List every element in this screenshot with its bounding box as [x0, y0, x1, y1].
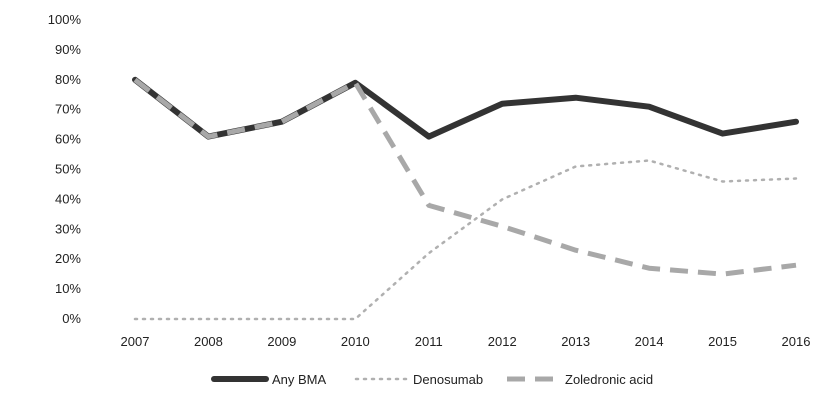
y-axis: 0% 10% 20% 30% 40% 50% 60% 70% 80% 90% 100%: [48, 12, 82, 326]
y-tick-label: 50%: [55, 162, 81, 177]
series-line-zoledronic-acid: [133, 77, 797, 277]
x-tick-label: 2014: [635, 334, 664, 349]
legend-label: Denosumab: [413, 372, 483, 387]
y-tick-label: 20%: [55, 251, 81, 266]
x-tick-label: 2016: [782, 334, 811, 349]
series-line-any-bma: [132, 76, 799, 140]
x-tick-label: 2010: [341, 334, 370, 349]
y-tick-label: 30%: [55, 221, 81, 236]
x-tick-label: 2008: [194, 334, 223, 349]
x-tick-label: 2009: [267, 334, 296, 349]
x-tick-label: 2011: [415, 334, 443, 349]
y-tick-label: 40%: [55, 191, 81, 206]
series-line-denosumab: [133, 159, 798, 321]
x-tick-label: 2012: [488, 334, 517, 349]
y-tick-label: 60%: [55, 132, 81, 147]
y-tick-label: 80%: [55, 72, 81, 87]
y-tick-label: 0%: [62, 311, 81, 326]
legend-label: Any BMA: [272, 372, 327, 387]
legend-label: Zoledronic acid: [565, 372, 653, 387]
x-tick-label: 2007: [121, 334, 150, 349]
series-layer: [132, 76, 799, 321]
y-tick-label: 10%: [55, 281, 81, 296]
y-tick-label: 100%: [48, 12, 82, 27]
x-tick-label: 2015: [708, 334, 737, 349]
legend: Any BMA Denosumab Zoledronic acid: [211, 372, 653, 387]
x-tick-label: 2013: [561, 334, 590, 349]
x-axis: 2007 2008 2009 2010 2011 2012 2013 2014 2015 2016: [121, 334, 811, 349]
y-tick-label: 70%: [55, 102, 81, 117]
y-tick-label: 90%: [55, 42, 81, 57]
